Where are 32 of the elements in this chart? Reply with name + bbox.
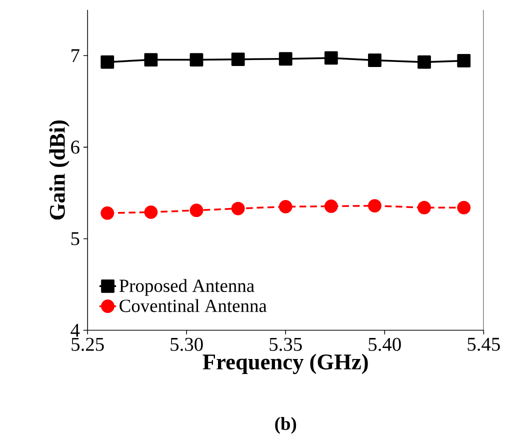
point — [190, 53, 204, 66]
point — [278, 52, 292, 66]
point — [457, 54, 471, 68]
point — [368, 53, 382, 67]
y-tick-label: 7 — [72, 49, 80, 62]
point — [144, 53, 158, 66]
point — [368, 199, 382, 212]
x-tick-label: 5.35 — [270, 338, 302, 351]
y-tick-label: 5 — [71, 232, 80, 246]
point — [278, 200, 292, 214]
legend-label: Proposed Antenna — [119, 279, 254, 296]
point — [418, 200, 431, 214]
point — [324, 51, 338, 65]
point — [457, 200, 471, 214]
x-tick-label: 5.40 — [368, 338, 401, 351]
x-tick-label: 5.45 — [468, 338, 500, 351]
y-tick-label: 4 — [70, 324, 80, 337]
y-tick-label: 6 — [71, 140, 80, 154]
text: (b) — [275, 416, 296, 434]
point — [144, 205, 158, 219]
point — [231, 202, 245, 216]
legend-label: Coventinal Antenna — [120, 299, 267, 312]
point — [100, 55, 114, 69]
point — [231, 52, 245, 66]
point — [324, 199, 338, 213]
y-axis-title: Gain (dBi) — [49, 120, 70, 220]
point — [418, 55, 431, 69]
point — [100, 206, 114, 220]
point — [190, 204, 204, 218]
x-tick-label: 5.30 — [170, 338, 203, 351]
x-tick-label: 5.25 — [72, 338, 104, 351]
x-axis-title: Frequency (GHz) — [202, 354, 368, 374]
